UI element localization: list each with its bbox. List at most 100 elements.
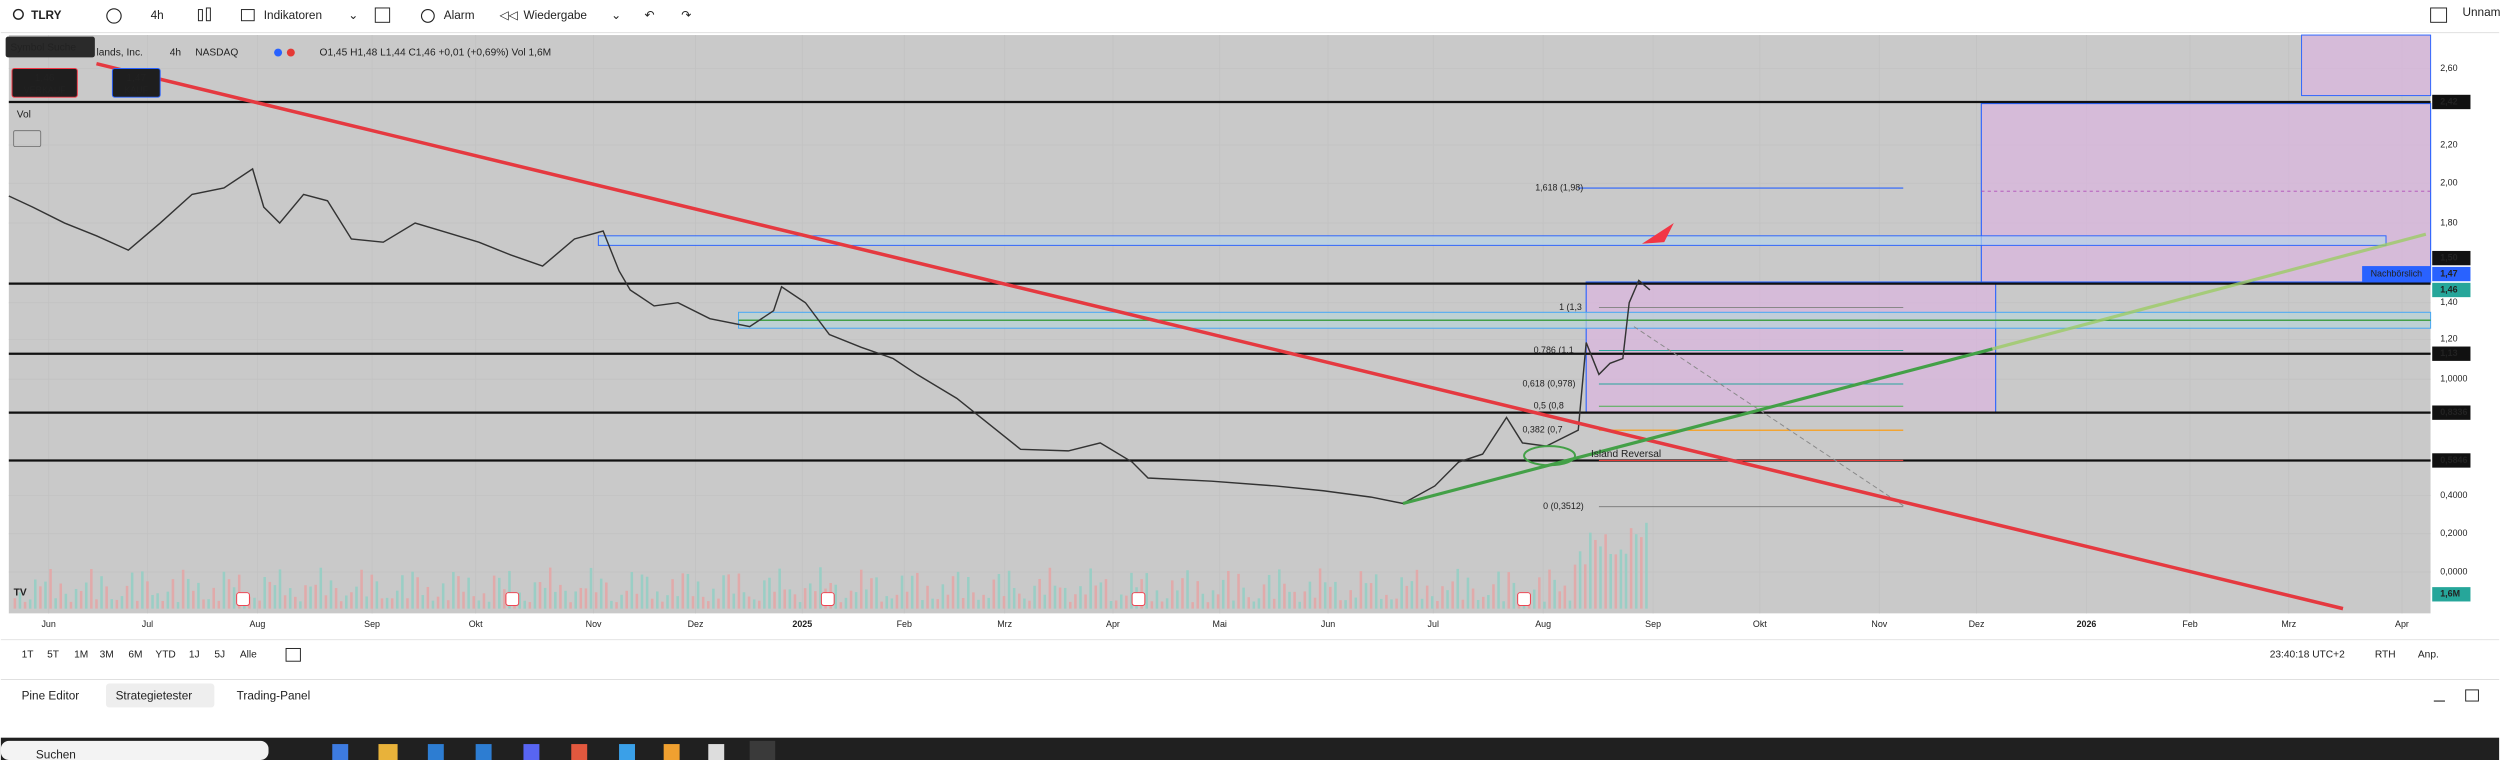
volume-bar bbox=[1130, 572, 1133, 609]
alarm-button[interactable]: Alarm bbox=[444, 9, 475, 22]
earnings-marker[interactable] bbox=[236, 592, 250, 606]
volume-bar bbox=[84, 582, 88, 609]
volume-bar bbox=[207, 599, 210, 609]
volume-bar bbox=[79, 590, 83, 609]
volume-bar bbox=[1614, 554, 1618, 609]
earnings-marker[interactable] bbox=[1131, 592, 1146, 606]
volume-bar bbox=[477, 600, 481, 609]
price-axis[interactable] bbox=[2430, 35, 2500, 614]
ohlc-values: O1,45 H1,48 L1,44 C1,46 +0,01 (+0,69%) V… bbox=[320, 47, 552, 58]
redo-button[interactable]: ↷ bbox=[681, 9, 691, 22]
price-label: 2,20 bbox=[2440, 139, 2457, 149]
earnings-marker[interactable] bbox=[820, 592, 835, 606]
volume-bar bbox=[181, 569, 185, 609]
volume-bar bbox=[1507, 572, 1511, 609]
collapse-button[interactable] bbox=[13, 130, 42, 148]
symbol-button[interactable]: TLRY bbox=[31, 9, 61, 22]
volume-bar bbox=[375, 581, 379, 609]
taskbar-app-active[interactable] bbox=[749, 740, 776, 760]
replay-button[interactable]: Wiedergabe bbox=[523, 9, 587, 22]
volume-bar bbox=[625, 590, 628, 609]
maximize-panel[interactable] bbox=[2465, 689, 2479, 702]
range-button[interactable]: 3M bbox=[100, 650, 114, 661]
volume-bar bbox=[757, 600, 761, 609]
buy-button[interactable] bbox=[111, 68, 161, 98]
taskbar-app[interactable] bbox=[663, 744, 680, 760]
chart-type-button[interactable] bbox=[197, 9, 203, 22]
range-button[interactable]: 5T bbox=[47, 650, 59, 661]
earnings-marker[interactable] bbox=[1517, 592, 1531, 606]
volume-bar bbox=[1420, 598, 1424, 609]
fib-label: 0,786 (1,1 bbox=[1534, 345, 1574, 355]
taskbar-search[interactable] bbox=[0, 740, 269, 760]
time-label: Nov bbox=[1871, 619, 1887, 629]
range-button[interactable]: 6M bbox=[128, 650, 142, 661]
volume-bar bbox=[834, 584, 838, 609]
account-name[interactable]: Unnam bbox=[2462, 6, 2500, 19]
volume-bar bbox=[1160, 601, 1164, 609]
tab[interactable]: Pine Editor bbox=[22, 689, 80, 702]
range-button[interactable]: 1J bbox=[189, 650, 200, 661]
volume-bar bbox=[258, 600, 261, 609]
compare-button[interactable] bbox=[106, 8, 122, 24]
price-label: 0,5846 bbox=[2440, 455, 2467, 465]
time-label: Aug bbox=[1535, 619, 1551, 629]
volume-bar bbox=[176, 602, 180, 609]
volume-bar bbox=[808, 583, 812, 609]
search-icon[interactable] bbox=[12, 8, 24, 20]
range-button[interactable]: Alle bbox=[240, 650, 257, 661]
taskbar-app[interactable] bbox=[571, 744, 588, 760]
interval-button[interactable]: 4h bbox=[151, 9, 164, 22]
volume-bar bbox=[1563, 585, 1567, 609]
taskbar-app[interactable] bbox=[332, 744, 349, 760]
status-dot bbox=[286, 48, 295, 57]
adjust-toggle[interactable]: Anp. bbox=[2418, 650, 2439, 661]
volume-bar bbox=[885, 596, 889, 609]
indicators-button[interactable]: Indikatoren bbox=[264, 9, 322, 22]
volume-bar bbox=[1079, 586, 1082, 609]
volume-bar bbox=[497, 577, 501, 609]
watchlist-button[interactable] bbox=[2430, 7, 2448, 23]
tab[interactable]: Trading-Panel bbox=[237, 689, 311, 702]
sell-button[interactable] bbox=[11, 68, 78, 98]
volume-bar bbox=[936, 599, 939, 609]
volume-bar bbox=[1278, 569, 1281, 609]
time-axis[interactable] bbox=[8, 613, 2431, 638]
taskbar-app[interactable] bbox=[619, 744, 635, 760]
taskbar-app[interactable] bbox=[378, 744, 398, 760]
volume-bar bbox=[334, 588, 338, 609]
tab[interactable]: Strategietester bbox=[116, 689, 193, 702]
range-button[interactable]: YTD bbox=[155, 650, 175, 661]
range-button[interactable]: 5J bbox=[214, 650, 225, 661]
symbol-name[interactable]: lands, Inc. bbox=[96, 47, 142, 58]
volume-bar bbox=[645, 576, 649, 609]
target-zone bbox=[1980, 103, 2432, 283]
volume-bar bbox=[1599, 546, 1602, 609]
volume-bar bbox=[691, 596, 695, 609]
session-toggle[interactable]: RTH bbox=[2375, 650, 2396, 661]
volume-bar bbox=[992, 579, 996, 609]
taskbar-app[interactable] bbox=[475, 744, 492, 760]
volume-bar bbox=[355, 586, 358, 609]
earnings-marker[interactable] bbox=[505, 592, 520, 606]
indicators-dropdown[interactable]: ⌄ bbox=[348, 9, 358, 22]
volume-bar bbox=[798, 602, 802, 609]
taskbar-app[interactable] bbox=[523, 744, 540, 760]
date-range-button[interactable] bbox=[285, 647, 301, 662]
range-button[interactable]: 1T bbox=[22, 650, 34, 661]
volume-bar bbox=[803, 588, 807, 609]
taskbar-app[interactable] bbox=[427, 744, 444, 760]
price-badge bbox=[2432, 587, 2471, 602]
time-label: Okt bbox=[469, 619, 483, 629]
volume-bar bbox=[1405, 585, 1409, 609]
replay-dropdown[interactable]: ⌄ bbox=[611, 9, 621, 22]
time-label: Sep bbox=[364, 619, 380, 629]
taskbar-app[interactable] bbox=[708, 744, 725, 760]
undo-button[interactable]: ↶ bbox=[645, 9, 655, 22]
volume-bar bbox=[1481, 596, 1485, 609]
layout-button[interactable] bbox=[374, 7, 391, 23]
range-button[interactable]: 1M bbox=[74, 650, 88, 661]
volume-bar bbox=[956, 571, 960, 609]
volume-bar bbox=[630, 571, 634, 609]
volume-bar bbox=[13, 598, 17, 609]
